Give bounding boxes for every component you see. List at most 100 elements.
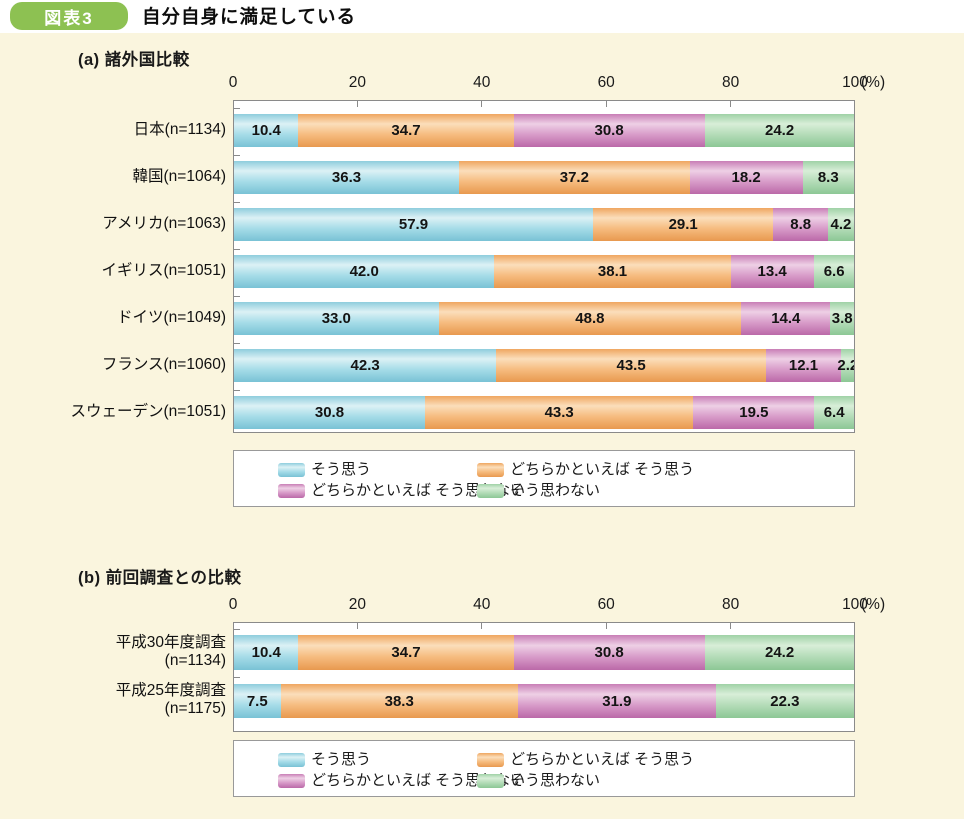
bar-segment: 8.8	[773, 208, 828, 241]
bar-segment: 12.1	[765, 349, 841, 382]
bar-segment: 43.5	[496, 349, 766, 382]
bar-value-label: 48.8	[575, 310, 605, 327]
axis-tick	[356, 623, 358, 629]
bar-segment: 19.5	[693, 396, 815, 429]
bar-segment: 13.4	[730, 255, 814, 288]
category-label-line: 韓国(n=1064)	[132, 167, 226, 185]
bar-value-label: 37.2	[559, 169, 589, 186]
bar-value-label: 22.3	[770, 692, 800, 710]
bar-value-label: 8.3	[817, 169, 839, 186]
legend-swatch	[278, 774, 305, 788]
category-label: フランス(n=1060)	[102, 356, 226, 374]
bar-segment: 3.8	[830, 302, 854, 335]
bar-value-label: 4.2	[830, 216, 852, 233]
category-label-line: イギリス(n=1051)	[101, 261, 226, 279]
axis-tick-label: 40	[473, 74, 491, 91]
row-tick	[234, 107, 240, 109]
category-label-line: ドイツ(n=1049)	[117, 308, 226, 326]
legend-swatch	[477, 774, 504, 788]
axis-tick	[605, 101, 607, 107]
bar-segment: 31.9	[517, 684, 716, 718]
axis-unit-label: (%)	[861, 596, 886, 613]
row-tick	[234, 248, 240, 250]
bar-value-label: 38.1	[597, 263, 628, 280]
legend-label: そう思わない	[510, 482, 601, 499]
bar-segment: 57.9	[234, 208, 593, 241]
bar-segment: 34.7	[298, 635, 514, 670]
row-tick	[234, 342, 240, 344]
bar-value-label: 24.2	[764, 644, 795, 661]
bar-value-label: 34.7	[391, 122, 421, 139]
category-label: 韓国(n=1064)	[133, 168, 226, 186]
bar-value-label: 2.2	[837, 357, 854, 374]
bar-value-label: 43.5	[616, 357, 646, 374]
row-tick	[234, 154, 240, 156]
bar-segment: 4.2	[827, 208, 854, 241]
category-label-line: スウェーデン(n=1051)	[70, 402, 226, 420]
bar-segment: 38.3	[280, 684, 518, 718]
bar-value-label: 36.3	[331, 169, 362, 186]
bar-value-label: 13.4	[757, 263, 787, 280]
bar-value-label: 29.1	[668, 216, 698, 233]
bar-segment: 38.1	[494, 255, 731, 288]
legend-swatch	[477, 484, 504, 498]
bar-segment: 18.2	[689, 161, 803, 194]
legend-label: そう思わない	[510, 772, 601, 789]
figure-number-badge: 図表3	[10, 2, 128, 30]
bar-row: 10.4 34.7 30.8 24.2	[234, 635, 854, 670]
legend-label: そう思う	[311, 461, 372, 478]
bar-value-label: 42.0	[349, 263, 379, 280]
category-label-line: 日本(n=1134)	[133, 120, 226, 138]
category-label-line: (n=1134)	[164, 651, 226, 669]
axis-tick-label: 20	[348, 596, 367, 613]
axis-tick-label: 0	[228, 74, 238, 91]
category-label: スウェーデン(n=1051)	[71, 403, 226, 421]
figure-title: 自分自身に満足している	[142, 6, 356, 27]
category-label-line: フランス(n=1060)	[101, 355, 226, 373]
bar-segment: 30.8	[513, 635, 705, 670]
chart-a-legend: そう思う どちらかといえば そう思う どちらかといえば そう思わない そう思わない	[233, 450, 855, 507]
bar-segment: 36.3	[234, 161, 460, 194]
bar-row: 33.0 48.8 14.4 3.8	[234, 302, 854, 335]
section-b-title: (b) 前回調査との比較	[78, 569, 242, 587]
legend-label: どちらかといえば そう思う	[510, 461, 695, 478]
chart-b-legend: そう思う どちらかといえば そう思う どちらかといえば そう思わない そう思わない	[233, 740, 855, 797]
category-label-line: (n=1175)	[164, 700, 226, 717]
category-label-line: 平成30年度調査	[115, 633, 226, 651]
bar-value-label: 31.9	[602, 692, 632, 710]
bar-row: 36.3 37.2 18.2 8.3	[234, 161, 854, 194]
axis-tick-label: 0	[228, 596, 238, 613]
bar-row: 30.8 43.3 19.5 6.4	[234, 396, 854, 429]
legend-swatch	[278, 753, 305, 767]
bar-row: 7.5 38.3 31.9 22.3	[234, 684, 854, 718]
bar-value-label: 34.7	[391, 644, 421, 661]
bar-value-label: 14.4	[771, 310, 801, 327]
legend-label: どちらかといえば そう思わない	[311, 772, 526, 789]
legend-label: そう思う	[311, 751, 372, 768]
axis-unit-label: (%)	[861, 74, 886, 91]
legend-swatch	[278, 463, 305, 477]
bar-segment: 42.0	[234, 255, 495, 288]
axis-tick	[605, 623, 607, 629]
bar-segment: 8.3	[802, 161, 854, 194]
axis-tick-label: 100	[842, 74, 868, 91]
bar-row: 42.3 43.5 12.1 2.2	[234, 349, 854, 382]
bar-segment: 30.8	[513, 114, 705, 147]
bar-value-label: 18.2	[731, 169, 761, 186]
bar-row: 42.0 38.1 13.4 6.6	[234, 255, 854, 288]
bar-value-label: 6.4	[823, 404, 845, 421]
bar-value-label: 30.8	[314, 404, 345, 421]
legend-swatch	[477, 463, 504, 477]
bar-value-label: 33.0	[321, 310, 351, 327]
bar-value-label: 42.3	[350, 357, 380, 374]
bar-segment: 48.8	[438, 302, 742, 335]
row-tick	[234, 677, 240, 678]
bar-segment: 10.4	[234, 114, 299, 147]
axis-tick-label: 60	[597, 596, 615, 613]
axis-tick-label: 80	[721, 74, 740, 91]
axis-tick-label: 20	[348, 74, 367, 91]
bar-value-label: 43.3	[544, 404, 574, 421]
